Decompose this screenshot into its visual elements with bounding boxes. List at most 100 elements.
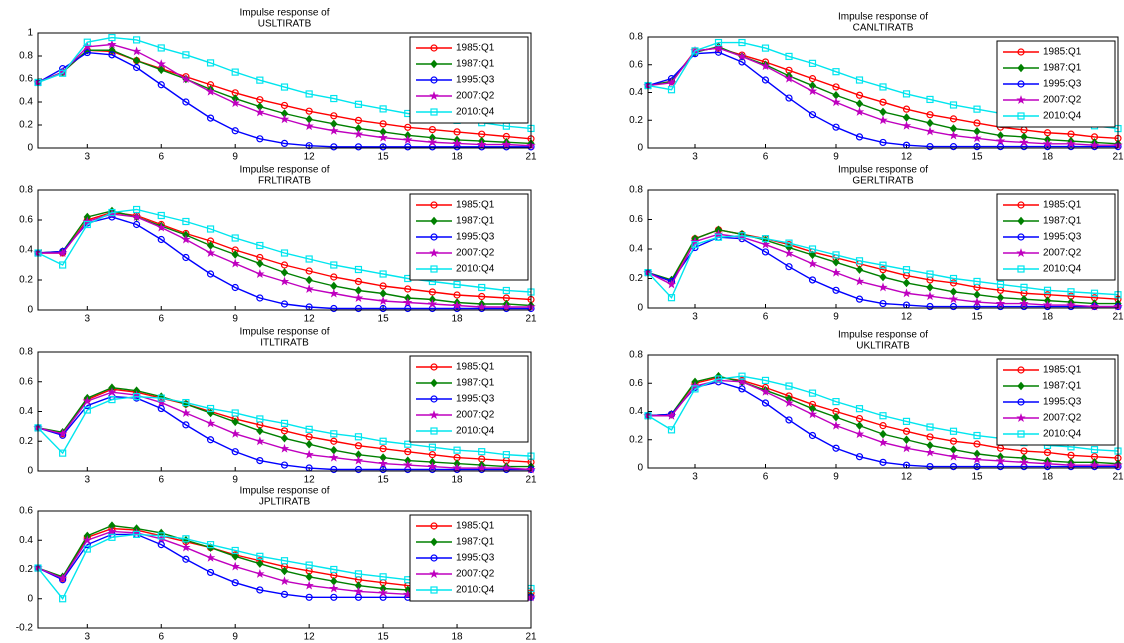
x-tick-label: 21 bbox=[525, 314, 537, 325]
y-tick-label: 0.8 bbox=[629, 32, 643, 43]
legend: 1985:Q1 1987:Q1 1995:Q3 2007:Q2 2010:Q4 bbox=[996, 358, 1116, 446]
x-tick-label: 9 bbox=[833, 312, 839, 323]
marker bbox=[477, 139, 487, 149]
marker bbox=[82, 396, 92, 406]
legend-label: 1987:Q1 bbox=[456, 59, 495, 70]
legend-label: 2010:Q4 bbox=[1043, 111, 1082, 122]
legend-marker bbox=[430, 233, 438, 241]
marker bbox=[353, 129, 364, 139]
marker bbox=[280, 300, 289, 308]
marker bbox=[205, 418, 216, 428]
marker bbox=[948, 130, 959, 140]
x-tick-label: 18 bbox=[451, 314, 463, 325]
plot-frame bbox=[647, 354, 1119, 469]
marker bbox=[256, 294, 264, 302]
marker bbox=[902, 105, 911, 113]
marker bbox=[330, 437, 338, 445]
marker bbox=[879, 422, 887, 430]
marker bbox=[714, 38, 723, 47]
legend-marker bbox=[430, 586, 438, 594]
legend-label: 1985:Q1 bbox=[456, 43, 495, 54]
legend-label: 1985:Q1 bbox=[1043, 47, 1082, 58]
marker bbox=[1019, 298, 1029, 308]
marker bbox=[354, 100, 363, 108]
marker bbox=[330, 565, 338, 574]
marker bbox=[379, 105, 387, 113]
marker bbox=[305, 142, 313, 150]
marker bbox=[231, 417, 239, 427]
marker bbox=[784, 398, 794, 407]
legend-marker bbox=[429, 248, 439, 257]
legend-label: 2007:Q2 bbox=[456, 569, 495, 580]
marker bbox=[256, 135, 264, 143]
marker bbox=[855, 76, 864, 84]
marker bbox=[379, 120, 387, 128]
chart-subtitle: ITLTIRATB bbox=[260, 338, 309, 349]
marker bbox=[279, 443, 290, 453]
marker bbox=[973, 431, 981, 440]
legend-marker bbox=[429, 91, 439, 100]
marker bbox=[808, 389, 817, 397]
marker bbox=[305, 572, 313, 582]
marker bbox=[378, 296, 388, 305]
marker bbox=[280, 83, 289, 91]
marker bbox=[478, 283, 486, 292]
marker bbox=[330, 94, 338, 103]
marker bbox=[133, 63, 141, 72]
marker bbox=[83, 545, 91, 553]
legend-marker bbox=[430, 554, 438, 562]
marker bbox=[206, 114, 215, 122]
marker bbox=[231, 234, 239, 242]
x-tick-label: 6 bbox=[158, 632, 164, 643]
marker bbox=[995, 136, 1006, 146]
marker bbox=[902, 427, 911, 435]
marker bbox=[305, 425, 313, 433]
marker bbox=[879, 266, 887, 274]
marker bbox=[330, 261, 338, 269]
marker bbox=[949, 274, 958, 283]
marker bbox=[305, 107, 313, 115]
marker bbox=[855, 265, 864, 274]
marker bbox=[854, 107, 865, 116]
marker bbox=[1066, 460, 1076, 470]
x-tick-label: 18 bbox=[451, 152, 463, 163]
marker bbox=[949, 427, 958, 435]
marker bbox=[926, 283, 934, 292]
marker bbox=[82, 535, 92, 545]
marker bbox=[280, 557, 289, 565]
marker bbox=[691, 385, 699, 393]
chart-subtitle: CANLTIRATB bbox=[853, 23, 914, 34]
legend-marker bbox=[430, 537, 438, 547]
marker bbox=[995, 298, 1006, 308]
marker bbox=[427, 137, 438, 147]
marker bbox=[902, 113, 911, 122]
marker bbox=[230, 258, 240, 268]
marker bbox=[133, 220, 141, 229]
marker bbox=[305, 275, 313, 285]
marker bbox=[501, 302, 512, 311]
marker bbox=[902, 417, 911, 425]
marker bbox=[785, 52, 793, 61]
marker bbox=[330, 593, 338, 601]
legend-label: 1995:Q3 bbox=[456, 75, 495, 86]
y-tick-label: 0.4 bbox=[19, 97, 33, 108]
marker bbox=[902, 90, 911, 98]
marker bbox=[428, 126, 436, 134]
marker bbox=[280, 101, 289, 110]
legend-marker bbox=[1016, 248, 1026, 257]
legend-label: 2007:Q2 bbox=[456, 410, 495, 421]
legend-label: 1987:Q1 bbox=[1043, 63, 1082, 74]
legend-marker bbox=[430, 44, 438, 52]
marker bbox=[428, 451, 436, 459]
marker bbox=[305, 267, 313, 275]
marker bbox=[667, 294, 676, 302]
marker bbox=[808, 250, 817, 260]
marker bbox=[206, 541, 215, 549]
marker bbox=[108, 533, 116, 541]
marker bbox=[855, 295, 864, 303]
legend-label: 1985:Q1 bbox=[1043, 365, 1082, 376]
legend-marker bbox=[1016, 95, 1026, 104]
